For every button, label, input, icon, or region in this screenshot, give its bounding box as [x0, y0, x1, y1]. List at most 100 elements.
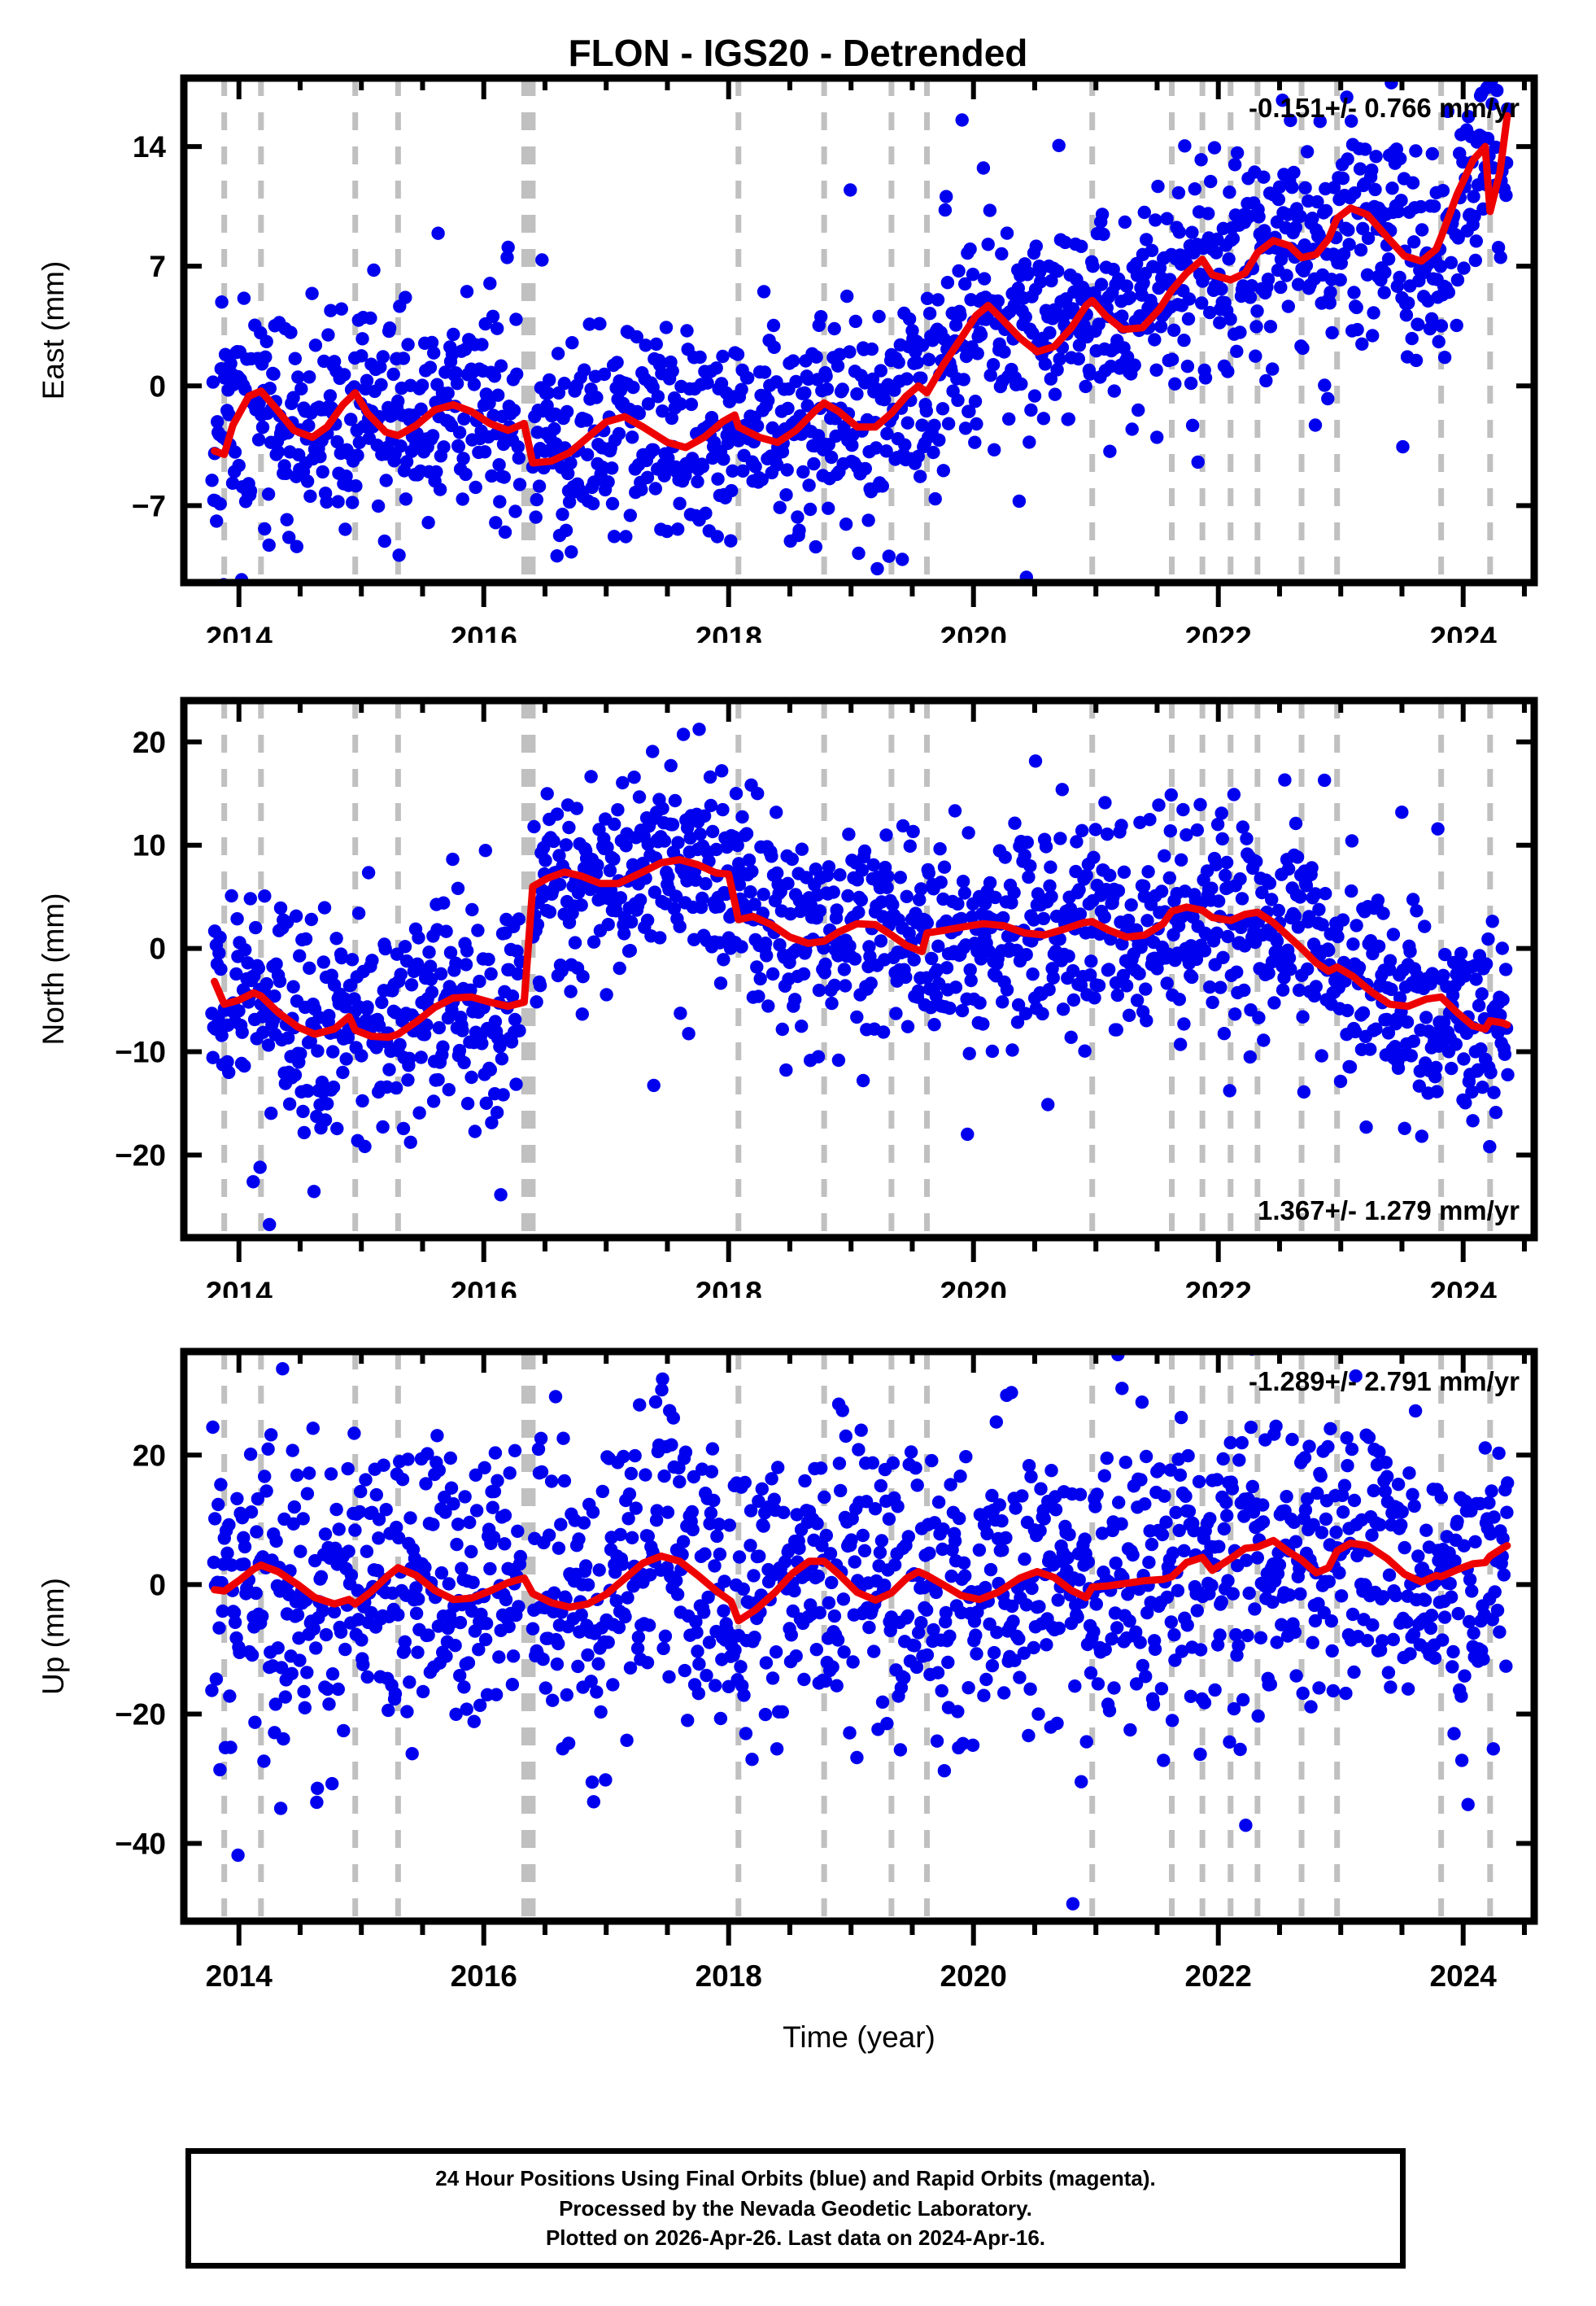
- data-point: [1084, 968, 1097, 982]
- data-point: [482, 396, 496, 410]
- data-point: [840, 289, 854, 304]
- data-point: [529, 510, 543, 524]
- data-point: [1216, 1452, 1230, 1466]
- data-point: [316, 955, 330, 969]
- data-point: [681, 1714, 695, 1727]
- data-point: [1219, 1496, 1233, 1509]
- data-point: [785, 852, 799, 867]
- data-point: [989, 1415, 1004, 1429]
- data-point: [1176, 802, 1190, 817]
- data-point: [1193, 1643, 1208, 1657]
- data-point: [1028, 754, 1043, 768]
- data-point: [1394, 194, 1408, 207]
- data-point: [540, 399, 554, 413]
- data-point: [1428, 1651, 1442, 1665]
- data-point: [875, 1695, 890, 1709]
- data-point: [1310, 1486, 1324, 1500]
- panel-up: 20 0 −20 −40 Up (mm) 2014 2016 2018 2020 2022 2024…: [0, 1347, 1596, 2063]
- data-point: [927, 1018, 941, 1032]
- data-point: [296, 1512, 310, 1526]
- data-point: [246, 1175, 260, 1189]
- data-point: [1133, 1636, 1147, 1649]
- data-point: [687, 1470, 700, 1484]
- data-point: [767, 1492, 781, 1506]
- data-point: [497, 470, 511, 484]
- data-point: [951, 897, 965, 911]
- data-point: [713, 976, 728, 990]
- data-point: [1088, 823, 1102, 836]
- data-point: [491, 1474, 504, 1487]
- data-point: [507, 404, 521, 417]
- data-point: [485, 469, 499, 483]
- data-point: [1377, 286, 1391, 299]
- data-point: [760, 949, 774, 963]
- data-point: [1022, 1459, 1036, 1473]
- data-point: [534, 1431, 548, 1445]
- data-point: [1450, 1514, 1464, 1528]
- data-point: [717, 1574, 731, 1588]
- data-point: [297, 1125, 312, 1140]
- data-point: [1381, 1666, 1396, 1679]
- data-point: [940, 961, 954, 975]
- data-point: [418, 1561, 432, 1574]
- data-point: [887, 1558, 902, 1572]
- data-point: [508, 504, 522, 518]
- data-point: [510, 944, 524, 959]
- data-point: [836, 1592, 851, 1606]
- data-point: [1304, 1700, 1318, 1714]
- data-point: [848, 314, 863, 329]
- data-point: [1386, 1632, 1401, 1647]
- data-point: [1227, 788, 1241, 801]
- data-point: [1288, 909, 1302, 924]
- data-point: [773, 500, 787, 514]
- data-point: [432, 1463, 446, 1478]
- data-point: [900, 1609, 915, 1623]
- data-point: [1305, 861, 1319, 875]
- data-point: [351, 448, 364, 462]
- data-point: [1270, 1636, 1284, 1649]
- data-point: [1280, 1490, 1293, 1504]
- data-point: [835, 1404, 849, 1417]
- data-point: [1043, 879, 1057, 893]
- data-point: [1329, 1525, 1343, 1540]
- data-point: [446, 852, 460, 867]
- data-point: [1211, 894, 1226, 908]
- data-point: [755, 1482, 769, 1496]
- data-point: [1112, 1496, 1126, 1509]
- data-point: [285, 1666, 299, 1680]
- data-point: [779, 488, 793, 502]
- data-point: [213, 497, 227, 511]
- data-point: [830, 1679, 844, 1692]
- data-point: [249, 920, 263, 935]
- data-point: [1148, 333, 1162, 347]
- data-point: [784, 1628, 798, 1642]
- data-point: [904, 1445, 918, 1459]
- data-point: [1083, 367, 1097, 381]
- data-point: [251, 433, 266, 447]
- data-point: [628, 1448, 642, 1463]
- y-tick-label: −20: [115, 1138, 166, 1172]
- data-point: [1315, 1526, 1329, 1540]
- data-point: [1139, 1449, 1153, 1464]
- data-point: [1169, 1505, 1183, 1519]
- data-point: [704, 1465, 718, 1478]
- data-point: [307, 1622, 321, 1636]
- data-point: [1037, 1512, 1051, 1526]
- data-point: [1171, 1583, 1185, 1597]
- data-point: [1034, 1482, 1048, 1496]
- data-point: [958, 277, 972, 291]
- data-point: [819, 1528, 833, 1543]
- data-point: [874, 934, 888, 948]
- data-point: [1194, 153, 1208, 167]
- data-point: [310, 1795, 324, 1810]
- data-point: [1376, 1590, 1390, 1604]
- data-point: [919, 404, 934, 418]
- data-point: [213, 930, 227, 945]
- data-point: [552, 1636, 565, 1651]
- data-point: [1284, 963, 1297, 976]
- data-point: [1472, 998, 1486, 1012]
- data-point: [716, 802, 730, 817]
- data-point: [1136, 1658, 1150, 1673]
- data-point: [580, 448, 595, 461]
